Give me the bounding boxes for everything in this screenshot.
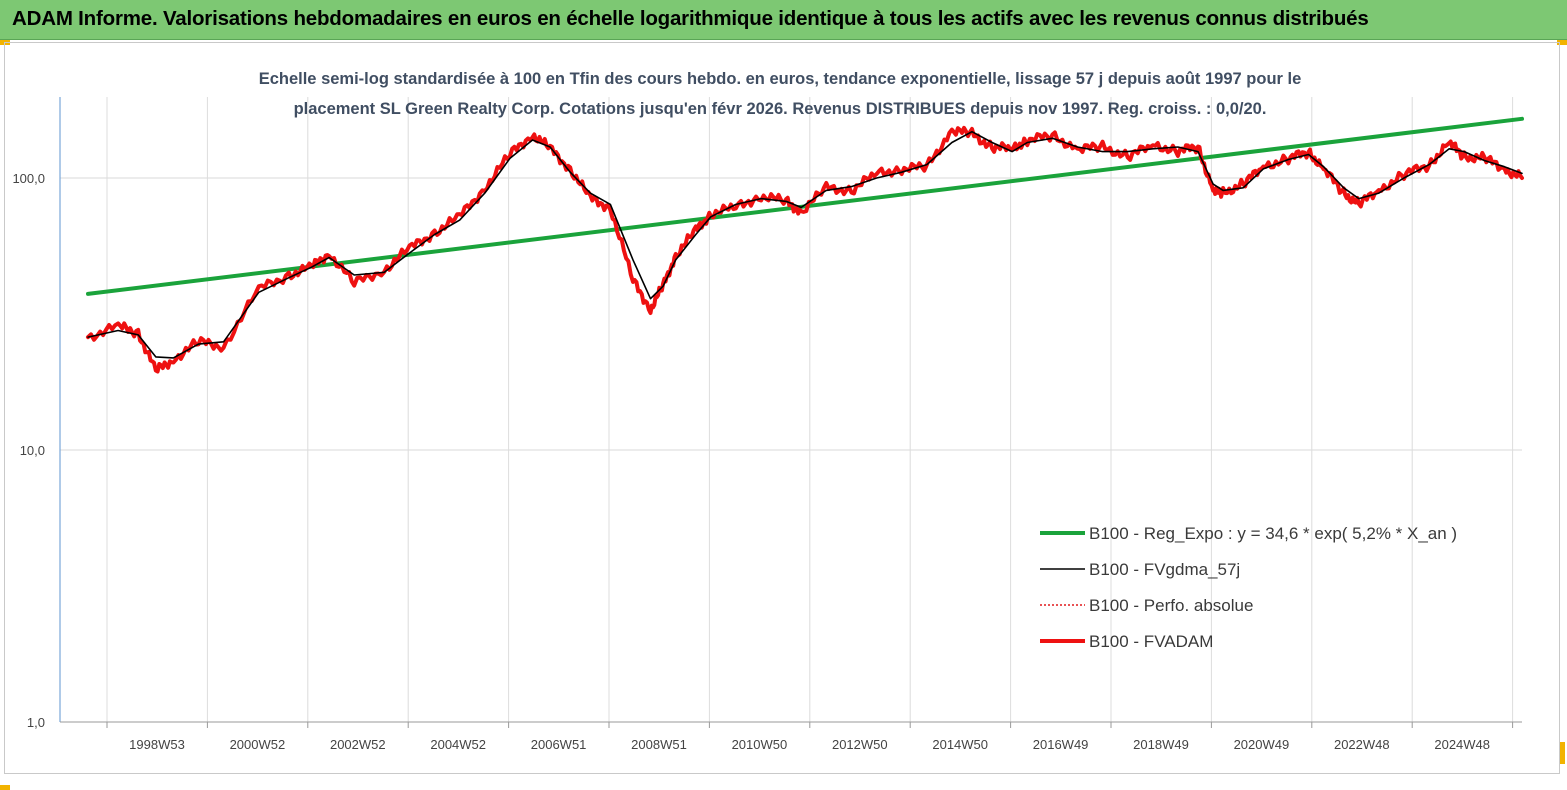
corner-marker-bottom-left [0,785,10,790]
x-tick-label: 1998W53 [129,737,185,752]
x-tick-label: 2016W49 [1033,737,1089,752]
x-tick-label: 2010W50 [732,737,788,752]
corner-marker-top-right [1557,40,1567,45]
x-tick-label: 2020W49 [1234,737,1290,752]
y-tick-labels: 100,0 10,0 1,0 [12,171,45,730]
x-tick-label: 2022W48 [1334,737,1390,752]
x-tick-label: 2002W52 [330,737,386,752]
x-tick-label: 2024W48 [1434,737,1490,752]
x-tick-label: 2006W51 [531,737,587,752]
x-tick-label: 2000W52 [230,737,286,752]
legend-label-2: B100 - Perfo. absolue [1089,596,1253,615]
x-tick-label: 2004W52 [430,737,486,752]
series-line-0 [86,116,1524,296]
chart-title-line-1: Echelle semi-log standardisée à 100 en T… [259,70,1302,88]
x-tick-labels: 1998W53 2000W52 2002W52 2004W52 2006W51 2008W… [129,737,1490,752]
x-tick-label: 2018W49 [1133,737,1189,752]
series-line-1 [87,130,1523,359]
legend: B100 - Reg_Expo : y = 34,6 * exp( 5,2% *… [1040,524,1457,651]
legend-label-0: B100 - Reg_Expo : y = 34,6 * exp( 5,2% *… [1089,524,1457,543]
chart-frame [4,42,1560,774]
report-title: ADAM Informe. Valorisations hebdomadaire… [12,7,1369,30]
series-line-3 [86,125,1524,374]
y-tick-label: 10,0 [20,443,45,458]
y-tick-label: 100,0 [12,171,45,186]
legend-label-3: B100 - FVADAM [1089,632,1213,651]
edge-marker-bottom-right [1560,742,1565,764]
axes [59,97,1522,728]
grid-lines [60,97,1522,722]
legend-label-1: B100 - FVgdma_57j [1089,560,1240,579]
chart-title-line-2: placement SL Green Realty Corp. Cotation… [294,100,1267,118]
x-tick-label: 2012W50 [832,737,888,752]
series-lines [86,116,1524,374]
report-banner: ADAM Informe. Valorisations hebdomadaire… [0,0,1567,40]
y-tick-label: 1,0 [27,715,45,730]
x-tick-label: 2014W50 [932,737,988,752]
x-tick-label: 2008W51 [631,737,687,752]
